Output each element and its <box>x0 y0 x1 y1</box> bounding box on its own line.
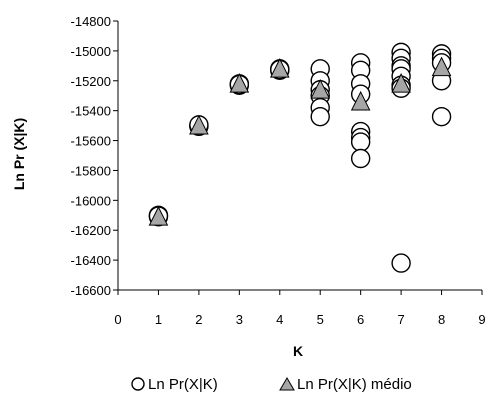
data-point-triangle <box>189 114 209 135</box>
legend-marker-circle <box>131 377 145 391</box>
x-tick-label: 0 <box>114 312 121 327</box>
axes: -14800 -15000 -15200 -15400 -15600 -15800 -160… <box>71 14 486 327</box>
legend-label-series-2: Ln Pr(X|K) médio <box>297 376 412 393</box>
legend: Ln Pr(X|K) Ln Pr(X|K) médio <box>131 376 412 393</box>
y-axis-title: Ln Pr (X|K) <box>11 118 27 190</box>
x-tick-label: 4 <box>276 312 283 327</box>
data-point-circle <box>310 106 330 127</box>
y-tick-label: -15600 <box>71 134 111 149</box>
data-point-circle <box>350 132 371 152</box>
y-tick-label: -16000 <box>71 193 111 208</box>
data-point-triangle <box>310 78 331 99</box>
y-tick-label: -16200 <box>71 223 111 238</box>
data-point-triangle <box>229 72 250 93</box>
data-point-triangle <box>148 205 169 226</box>
y-tick-label: -15000 <box>71 44 111 59</box>
data-point-triangle <box>431 56 452 77</box>
data-point-circle <box>350 148 371 169</box>
y-tick-label: -15200 <box>71 74 111 89</box>
x-tick-label: 1 <box>155 312 162 327</box>
x-tick-label: 3 <box>236 312 243 327</box>
x-tick-label: 7 <box>397 312 404 327</box>
data-point-triangle <box>350 90 371 111</box>
x-tick-label: 5 <box>317 312 324 327</box>
legend-label-series-1: Ln Pr(X|K) <box>148 376 218 393</box>
y-tick-label: -16400 <box>71 253 111 268</box>
data-point-circle <box>391 253 411 273</box>
x-tick-label: 6 <box>357 312 364 327</box>
plot-area <box>148 42 452 273</box>
x-tick-label: 2 <box>195 312 202 327</box>
data-point-triangle <box>269 58 290 78</box>
x-axis-title: K <box>293 343 303 359</box>
y-tick-label: -16600 <box>71 283 111 298</box>
data-point-circle <box>431 106 452 127</box>
y-tick-label: -14800 <box>71 14 111 29</box>
y-tick-label: -15400 <box>71 104 111 119</box>
x-tick-label: 8 <box>438 312 445 327</box>
x-tick-label: 9 <box>478 312 485 327</box>
y-tick-label: -15800 <box>71 163 111 178</box>
legend-marker-triangle <box>279 377 295 391</box>
data-point-triangle <box>391 72 411 93</box>
